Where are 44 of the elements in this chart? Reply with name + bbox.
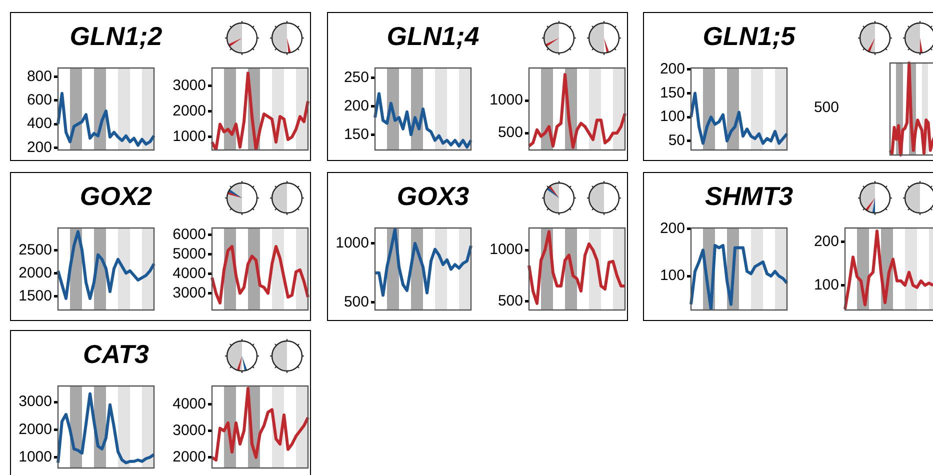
y-tick-label: 250: [344, 68, 369, 86]
y-tick-label: 2000: [18, 264, 52, 282]
y-tick-label: 1000: [336, 234, 369, 252]
y-tick-label: 200: [660, 220, 685, 238]
y-tick-label: 400: [26, 115, 52, 132]
chart-title: GOX2: [78, 181, 154, 212]
y-tick-label: 100: [660, 108, 685, 126]
chart-title: GLN1;5: [702, 21, 796, 52]
y-tick-label: 4000: [172, 264, 206, 282]
y-tick-label: 100: [660, 267, 685, 284]
y-tick-label: 2000: [18, 420, 52, 438]
chart-title: GLN1;4: [386, 21, 480, 52]
y-tick-label: 5000: [172, 245, 206, 262]
chart-title: SHMT3: [704, 181, 794, 212]
y-tick-label: 3000: [172, 284, 206, 302]
y-tick-label: 3000: [18, 393, 52, 410]
y-tick-label: 4000: [172, 395, 206, 412]
y-tick-label: 600: [26, 92, 52, 109]
y-tick-label: 50: [668, 132, 685, 150]
y-tick-label: 2000: [172, 102, 206, 120]
y-tick-label: 150: [660, 84, 685, 102]
y-tick-label: 200: [344, 97, 369, 114]
y-tick-label: 200: [814, 233, 839, 250]
y-tick-label: 1000: [490, 241, 523, 258]
y-tick-label: 500: [498, 292, 523, 310]
y-tick-label: 1500: [18, 287, 52, 304]
y-tick-label: 2500: [18, 241, 52, 258]
y-tick-label: 6000: [172, 226, 206, 243]
chart-title: GLN1;2: [68, 21, 164, 52]
y-tick-label: 3000: [172, 77, 206, 94]
y-tick-label: 800: [26, 68, 52, 85]
y-tick-label: 100: [814, 276, 839, 294]
y-tick-label: 200: [26, 138, 52, 156]
y-tick-label: 500: [344, 293, 369, 310]
y-tick-label: 1000: [172, 128, 206, 146]
chart-title: CAT3: [82, 339, 150, 370]
y-tick-label: 200: [660, 60, 685, 78]
y-tick-label: 500: [498, 124, 523, 142]
chart-title: GOX3: [396, 181, 470, 212]
y-tick-label: 1000: [490, 92, 523, 109]
y-tick-label: 2000: [172, 448, 206, 466]
y-tick-label: 3000: [172, 422, 206, 439]
y-tick-label: 150: [344, 126, 369, 143]
y-tick-label: 1000: [18, 448, 52, 466]
